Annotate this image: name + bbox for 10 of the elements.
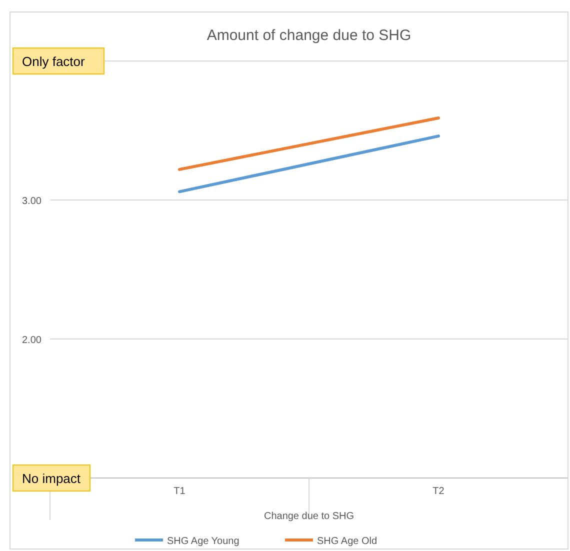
y-tick-label: 2.00 [22,335,42,346]
y-tick-label: 3.00 [22,196,42,207]
x-tick-label: T1 [174,486,186,497]
legend-label: SHG Age Old [317,536,378,547]
x-tick-label: T2 [432,486,445,497]
chart-title: Amount of change due to SHG [206,27,412,44]
y-tick-label: Only factor [22,54,86,69]
legend-label: SHG Age Young [167,536,240,547]
x-axis-title: Change due to SHG [264,511,354,522]
y-tick-label: No impact [22,471,81,486]
